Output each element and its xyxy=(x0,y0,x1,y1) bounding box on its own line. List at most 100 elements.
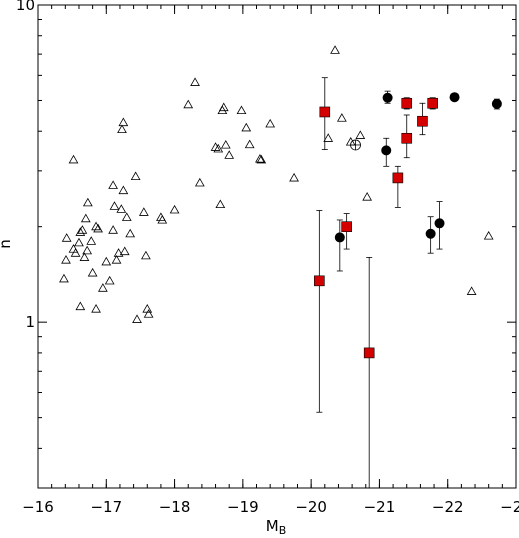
triangle-point xyxy=(125,228,136,238)
triangle-point xyxy=(119,246,130,256)
triangle-point xyxy=(132,314,142,323)
x-tick-label: −23 xyxy=(500,498,519,516)
triangle-point xyxy=(118,117,129,127)
triangle-point xyxy=(61,255,71,264)
triangle-point xyxy=(483,230,494,240)
triangle-point xyxy=(256,154,267,164)
triangle-point xyxy=(241,122,252,132)
x-axis-label: MB xyxy=(266,517,287,537)
triangle-point xyxy=(224,150,235,159)
triangle-point xyxy=(104,275,115,285)
triangle-point xyxy=(118,185,129,195)
filled-circle-point xyxy=(434,218,445,229)
triangle-point xyxy=(183,99,194,109)
triangle-point xyxy=(210,142,221,151)
triangle-point xyxy=(156,212,166,221)
triangle-point xyxy=(61,233,72,242)
triangle-point xyxy=(121,212,132,221)
triangle-point xyxy=(355,130,366,139)
triangle-point xyxy=(91,221,101,231)
square-point xyxy=(341,221,352,232)
triangle-point xyxy=(289,172,299,182)
triangle-point xyxy=(101,256,112,266)
filled-circle-point xyxy=(449,92,460,103)
x-tick-label: −21 xyxy=(364,498,396,516)
triangle-point xyxy=(143,309,154,318)
triangle-point xyxy=(130,171,141,181)
y-tick-label: 10 xyxy=(16,0,35,14)
triangle-point xyxy=(213,143,224,153)
y-axis-label: n xyxy=(0,239,14,249)
data-marks xyxy=(59,45,502,488)
y-tick-label: 1 xyxy=(25,313,35,331)
triangle-point xyxy=(116,204,127,213)
triangle-point xyxy=(255,153,265,163)
triangle-point xyxy=(336,113,347,122)
triangle-point xyxy=(236,105,247,115)
triangle-point xyxy=(157,214,168,224)
triangle-point xyxy=(190,77,200,86)
x-tick-label: −18 xyxy=(159,498,191,516)
triangle-point xyxy=(93,223,103,233)
triangle-point xyxy=(82,245,93,255)
x-axis: −16 −17 −18 −19 −20 −21 −22 −23 xyxy=(22,5,519,516)
filled-circle-point xyxy=(491,98,502,109)
triangle-point xyxy=(87,267,98,277)
square-point xyxy=(401,132,413,144)
triangle-point xyxy=(215,199,226,209)
filled-circle-point xyxy=(425,228,436,239)
triangle-point xyxy=(142,304,153,313)
triangle-point xyxy=(218,102,229,112)
triangle-point xyxy=(74,237,84,247)
triangle-point xyxy=(91,304,101,313)
triangle-point xyxy=(77,225,88,234)
square-point xyxy=(363,347,375,359)
triangle-point xyxy=(113,248,124,257)
square-point xyxy=(392,172,404,184)
triangle-point xyxy=(79,252,90,261)
triangle-point xyxy=(141,250,151,260)
triangle-point xyxy=(75,227,86,236)
plot-border xyxy=(37,4,517,489)
triangle-point xyxy=(70,248,81,257)
triangle-point xyxy=(323,133,334,142)
triangle-point xyxy=(138,207,149,216)
x-tick-label: −22 xyxy=(432,498,464,516)
square-point xyxy=(314,275,325,287)
filled-circle-point xyxy=(381,145,392,156)
square-point xyxy=(319,106,331,118)
square-point xyxy=(417,115,428,127)
x-tick-label: −16 xyxy=(22,498,54,516)
triangle-point xyxy=(244,139,255,149)
triangle-point xyxy=(466,286,477,295)
triangle-point xyxy=(108,225,119,234)
square-point xyxy=(401,97,413,109)
square-point xyxy=(427,97,438,109)
triangle-point xyxy=(68,154,79,164)
x-tick-label: −17 xyxy=(90,498,122,516)
triangle-point xyxy=(82,197,93,207)
triangle-point xyxy=(169,204,180,214)
triangle-point xyxy=(220,139,231,149)
triangle-point xyxy=(59,273,69,283)
triangle-point xyxy=(362,192,373,201)
triangle-point xyxy=(75,301,86,311)
triangle-point xyxy=(117,124,127,134)
x-tick-label: −19 xyxy=(227,498,259,516)
triangle-point xyxy=(111,255,122,264)
triangle-point xyxy=(194,177,205,187)
triangle-point xyxy=(330,45,340,54)
x-tick-label: −20 xyxy=(295,498,327,516)
triangle-point xyxy=(265,118,276,128)
triangle-point xyxy=(109,201,120,210)
filled-circle-point xyxy=(334,232,345,243)
triangle-point xyxy=(86,236,97,245)
triangle-point xyxy=(108,180,119,189)
y-axis: 1 10 xyxy=(16,0,516,489)
plot-frame xyxy=(37,4,517,489)
triangle-point xyxy=(97,283,108,292)
triangle-point xyxy=(217,105,228,115)
triangle-point xyxy=(80,213,91,223)
filled-circle-point xyxy=(382,92,393,103)
